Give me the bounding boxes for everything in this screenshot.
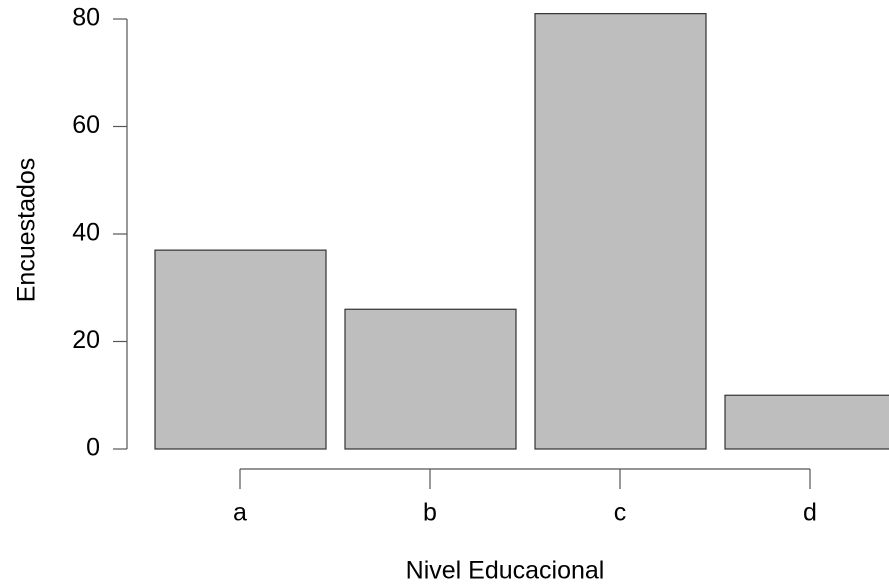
x-axis-label: Nivel Educacional	[406, 557, 605, 585]
bar	[154, 249, 327, 450]
bar	[344, 308, 517, 450]
x-tick-label: c	[614, 499, 627, 527]
y-tick-label: 20	[72, 326, 100, 354]
bar	[724, 394, 889, 450]
y-axis-label: Encuestados	[13, 158, 41, 303]
y-tick-label: 40	[72, 219, 100, 247]
y-tick-label: 0	[86, 434, 100, 462]
x-tick-label: d	[803, 499, 817, 527]
y-tick-label: 60	[72, 111, 100, 139]
x-tick-label: a	[233, 499, 247, 527]
y-tick-label: 80	[72, 4, 100, 32]
bar	[534, 13, 707, 450]
x-tick-label: b	[423, 499, 437, 527]
